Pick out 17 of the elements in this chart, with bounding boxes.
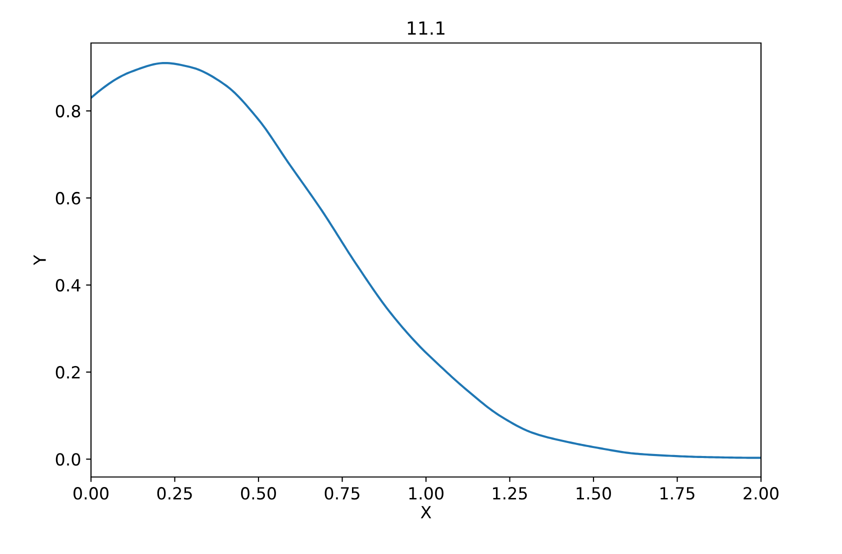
x-tick-label: 0.75 <box>324 487 360 500</box>
chart-title: 11.1 <box>408 22 444 35</box>
y-tick-label: 0.6 <box>56 192 80 205</box>
x-tick-label: 0.25 <box>157 487 192 500</box>
x-tick-label: 0.50 <box>241 487 276 500</box>
x-tick-label: 1.00 <box>409 487 444 500</box>
x-tick-label: 1.75 <box>660 487 694 500</box>
y-tick-label: 0.0 <box>56 453 80 466</box>
x-tick-label: 1.25 <box>493 487 527 500</box>
y-tick-label: 0.8 <box>56 104 80 118</box>
x-tick-label: 2.00 <box>744 487 778 500</box>
y-axis-title: Y <box>34 254 46 266</box>
x-tick-label: 0.00 <box>74 487 108 500</box>
x-axis-title: X <box>420 506 432 518</box>
y-tick-label: 0.2 <box>56 366 80 379</box>
x-tick-label: 1.50 <box>576 487 611 500</box>
y-tick-label: 0.4 <box>56 278 80 292</box>
